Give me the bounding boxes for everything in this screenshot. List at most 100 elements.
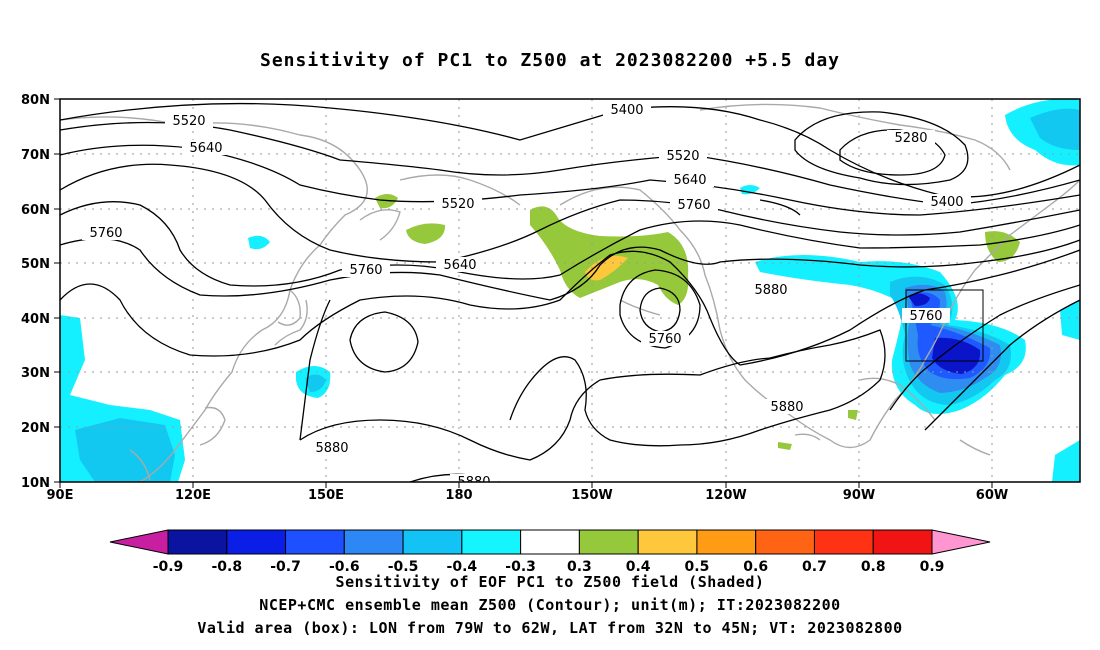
- contour-label: 5760: [342, 262, 390, 278]
- colorbar-label: -0.6: [329, 559, 360, 575]
- colorbar-label: 0.8: [861, 559, 886, 575]
- lat-tick-label: 70N: [21, 148, 50, 163]
- shade-cyan-southeast: [1052, 440, 1080, 482]
- colorbar-label: -0.8: [211, 559, 242, 575]
- contour-label: 5280: [887, 130, 935, 146]
- lat-tick-label: 80N: [21, 93, 50, 108]
- contour-label: 5640: [666, 172, 714, 188]
- colorbar-swatch: [343, 529, 404, 555]
- colorbar-label: -0.3: [505, 559, 536, 575]
- shade-green-small-3: [985, 231, 1020, 262]
- svg-text:5400: 5400: [930, 195, 963, 210]
- colorbar-label: -0.9: [153, 559, 184, 575]
- contour-label: 5760: [902, 308, 950, 324]
- colorbar-label: -0.4: [447, 559, 478, 575]
- colorbar-left-arrow: [109, 529, 169, 555]
- colorbar-swatch: [578, 529, 639, 555]
- colorbar-swatch: [696, 529, 757, 555]
- colorbar-swatch: [872, 529, 933, 555]
- shade-cyan-northeast-inner: [1030, 108, 1080, 150]
- valid-area-box: [905, 289, 984, 362]
- colorbar-swatch: [167, 529, 228, 555]
- shade-green-small-4: [848, 410, 858, 420]
- contour-label: 5520: [659, 148, 707, 164]
- lat-tick-label: 20N: [21, 421, 50, 436]
- colorbar-swatch: [637, 529, 698, 555]
- svg-text:5880: 5880: [754, 283, 787, 298]
- svg-text:5640: 5640: [673, 173, 706, 188]
- contour-label: 5880: [450, 474, 498, 490]
- lon-tick-label: 120E: [175, 488, 211, 503]
- colorbar-label: 0.3: [567, 559, 592, 575]
- svg-text:5880: 5880: [770, 400, 803, 415]
- shade-cyan-small-2: [305, 374, 326, 392]
- colorbar-label: 0.4: [626, 559, 651, 575]
- colorbar-swatch: [520, 529, 580, 555]
- shade-blue-dark: [932, 337, 981, 374]
- colorbar-label: 0.5: [685, 559, 710, 575]
- page-title: Sensitivity of PC1 to Z500 at 2023082200…: [259, 50, 840, 71]
- contour-label: 5640: [436, 257, 484, 273]
- contour-labels: 5400 5520 5640 5280 5520 5640 5760 5400 …: [82, 102, 971, 490]
- coastlines: [60, 103, 1080, 482]
- map-frame: [59, 98, 1081, 483]
- lon-tick-label: 150E: [308, 488, 344, 503]
- contour-label: 5520: [434, 196, 482, 212]
- shade-yellow-pacific: [585, 255, 628, 281]
- svg-text:5520: 5520: [441, 197, 474, 212]
- shade-green-small-1: [406, 223, 446, 244]
- svg-text:5400: 5400: [610, 103, 643, 118]
- shade-blue-dark-2: [908, 293, 930, 306]
- caption-line-3: Valid area (box): LON from 79W to 62W, L…: [197, 619, 903, 637]
- lat-tick-label: 10N: [21, 476, 50, 491]
- svg-text:5880: 5880: [315, 441, 348, 456]
- svg-text:5760: 5760: [909, 309, 942, 324]
- lat-tick-label: 50N: [21, 257, 50, 272]
- colorbar-swatch: [402, 529, 463, 555]
- svg-text:5520: 5520: [172, 114, 205, 129]
- lon-tick-label: 180: [445, 488, 472, 503]
- shade-cyan-east-edge: [1060, 300, 1080, 340]
- colorbar-label: -0.5: [388, 559, 419, 575]
- colorbar-swatch: [813, 529, 874, 555]
- svg-text:5520: 5520: [666, 149, 699, 164]
- colorbar-right-arrow: [931, 529, 991, 555]
- shade-green-small-5: [778, 442, 792, 450]
- contour-label: 5880: [308, 440, 356, 456]
- contour-label: 5760: [82, 225, 130, 241]
- contour-label: 5640: [182, 140, 230, 156]
- contour-label: 5400: [923, 194, 971, 210]
- caption-line-2: NCEP+CMC ensemble mean Z500 (Contour); u…: [259, 596, 841, 614]
- svg-text:5760: 5760: [648, 332, 681, 347]
- svg-text:5640: 5640: [189, 141, 222, 156]
- contour-label: 5760: [670, 197, 718, 213]
- svg-text:5880: 5880: [457, 475, 490, 490]
- svg-text:5760: 5760: [677, 198, 710, 213]
- colorbar-label: -0.7: [270, 559, 301, 575]
- contour-label: 5880: [763, 399, 811, 415]
- shade-cyan-small-3: [248, 235, 270, 250]
- colorbar-label: 0.9: [920, 559, 945, 575]
- colorbar-label: 0.6: [743, 559, 768, 575]
- lon-tick-label: 60W: [976, 488, 1008, 503]
- contour-label: 5520: [165, 113, 213, 129]
- contour-label: 5760: [641, 331, 689, 347]
- colorbar-label: 0.7: [802, 559, 827, 575]
- colorbar-swatch: [226, 529, 287, 555]
- shade-cyan-west-pacific-inner: [75, 418, 175, 482]
- lon-tick-label: 90W: [843, 488, 875, 503]
- lon-tick-label: 150W: [571, 488, 612, 503]
- contour-label: 5880: [747, 282, 795, 298]
- colorbar-swatch: [461, 529, 522, 555]
- colorbar-swatch: [755, 529, 815, 555]
- lon-tick-label: 120W: [705, 488, 746, 503]
- lat-tick-labels: 80N 70N 60N 50N 40N 30N 20N 10N: [21, 93, 50, 491]
- lat-tick-label: 40N: [21, 312, 50, 327]
- lon-tick-label: 90E: [47, 488, 74, 503]
- svg-text:5760: 5760: [89, 226, 122, 241]
- shade-cyan-small-4: [740, 185, 760, 195]
- contour-label: 5400: [603, 102, 651, 118]
- colorbar: -0.9 -0.8 -0.7 -0.6 -0.5 -0.4 -0.3 0.3 0.4 0.5 0.6…: [109, 529, 991, 575]
- svg-text:5760: 5760: [349, 263, 382, 278]
